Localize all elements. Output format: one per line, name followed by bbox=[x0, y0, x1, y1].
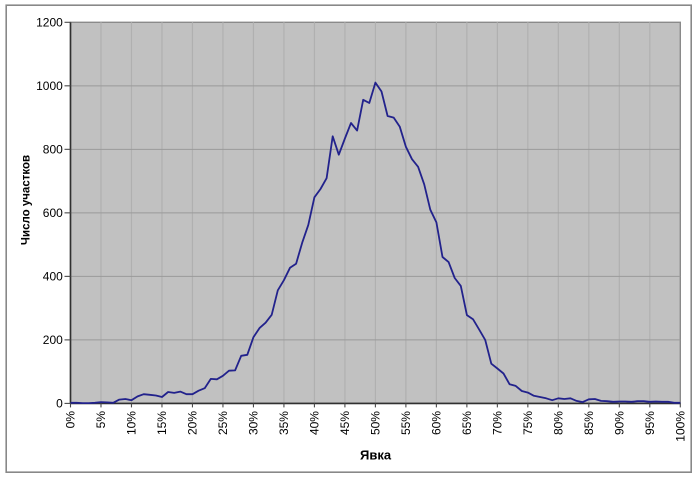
svg-text:70%: 70% bbox=[491, 411, 505, 435]
svg-text:85%: 85% bbox=[582, 411, 596, 435]
svg-text:90%: 90% bbox=[613, 411, 627, 435]
svg-text:1000: 1000 bbox=[36, 79, 63, 93]
svg-text:45%: 45% bbox=[338, 411, 352, 435]
svg-text:30%: 30% bbox=[247, 411, 261, 435]
svg-text:100%: 100% bbox=[674, 411, 688, 442]
svg-text:600: 600 bbox=[43, 206, 63, 220]
svg-text:80%: 80% bbox=[552, 411, 566, 435]
svg-text:5%: 5% bbox=[94, 411, 108, 429]
svg-text:60%: 60% bbox=[430, 411, 444, 435]
svg-text:Число участков: Число участков bbox=[21, 155, 33, 245]
svg-text:0: 0 bbox=[56, 397, 63, 411]
svg-text:25%: 25% bbox=[216, 411, 230, 435]
svg-text:15%: 15% bbox=[155, 411, 169, 435]
svg-text:55%: 55% bbox=[399, 411, 413, 435]
svg-text:75%: 75% bbox=[521, 411, 535, 435]
svg-text:50%: 50% bbox=[369, 411, 383, 435]
svg-text:Явка: Явка bbox=[360, 448, 392, 463]
svg-text:1200: 1200 bbox=[36, 16, 63, 30]
svg-text:0%: 0% bbox=[64, 411, 78, 429]
svg-text:40%: 40% bbox=[308, 411, 322, 435]
svg-text:800: 800 bbox=[43, 143, 63, 157]
svg-text:200: 200 bbox=[43, 333, 63, 347]
svg-text:20%: 20% bbox=[186, 411, 200, 435]
svg-text:10%: 10% bbox=[125, 411, 139, 435]
svg-text:95%: 95% bbox=[643, 411, 657, 435]
svg-text:65%: 65% bbox=[460, 411, 474, 435]
svg-text:400: 400 bbox=[43, 270, 63, 284]
svg-text:35%: 35% bbox=[277, 411, 291, 435]
